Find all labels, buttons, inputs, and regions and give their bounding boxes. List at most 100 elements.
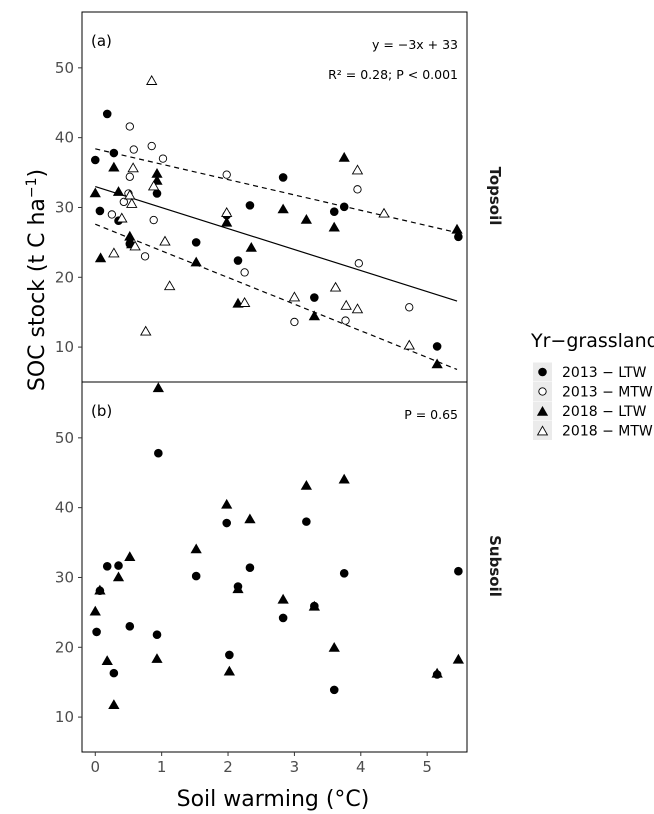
data-point	[124, 189, 136, 200]
legend-marker	[538, 367, 547, 377]
data-point	[288, 291, 301, 302]
data-point	[116, 212, 128, 223]
data-point	[340, 299, 352, 310]
data-point	[277, 203, 289, 214]
data-point	[89, 605, 101, 616]
legend-title: Yr−grassland	[530, 330, 654, 352]
data-point	[221, 498, 233, 509]
data-point	[112, 571, 125, 582]
x-axis-title: Soil warming (°C)	[177, 787, 370, 812]
data-point	[149, 215, 158, 225]
data-point	[191, 238, 201, 247]
data-point	[329, 207, 339, 216]
y-tick-label: 20	[55, 638, 74, 656]
y-tick-label: 10	[55, 338, 74, 356]
data-point	[339, 202, 349, 212]
data-point	[245, 242, 257, 252]
data-point	[95, 206, 105, 216]
legend-marker	[538, 387, 547, 396]
y-axis-title: SOC stock (t C ha−1)	[24, 169, 50, 391]
data-point	[222, 170, 231, 179]
data-point	[90, 155, 100, 165]
y-tick-label: 40	[55, 499, 74, 517]
data-point	[341, 316, 350, 325]
data-point	[353, 185, 362, 194]
data-point	[431, 667, 443, 678]
data-point	[244, 513, 256, 524]
data-point	[109, 148, 119, 158]
series-2013-MTW	[107, 122, 414, 327]
strip-label: Subsoil	[486, 535, 504, 597]
data-point	[114, 561, 123, 570]
legend-entry: 2018 − MTW	[533, 421, 653, 440]
data-point	[124, 551, 136, 561]
data-point	[152, 189, 162, 198]
data-point	[403, 339, 415, 350]
data-point	[378, 207, 390, 218]
data-point	[125, 122, 134, 131]
x-tick-label: 3	[290, 758, 300, 776]
data-point	[152, 630, 162, 640]
data-point	[329, 685, 339, 695]
panel-tag: (a)	[91, 32, 112, 50]
legend-marker	[536, 425, 549, 436]
legend-label: 2013 − LTW	[562, 365, 647, 381]
data-point	[452, 653, 464, 664]
data-point	[107, 210, 117, 219]
y-tick-label: 30	[55, 568, 74, 586]
y-tick-label: 20	[55, 268, 74, 286]
data-point	[300, 479, 312, 490]
legend-label: 2013 − MTW	[562, 385, 653, 401]
data-point	[405, 303, 414, 312]
data-point	[225, 650, 234, 660]
x-tick-label: 2	[223, 758, 233, 776]
data-point	[354, 259, 363, 268]
data-point	[451, 223, 463, 234]
strip-label: Topsoil	[486, 167, 504, 226]
y-tick-label: 50	[55, 59, 74, 77]
series-2018-LTW	[89, 151, 463, 369]
y-tick-label: 10	[55, 708, 74, 726]
data-point	[328, 641, 340, 652]
data-point	[190, 543, 202, 554]
stat-annotation: y = −3x + 33	[372, 37, 458, 52]
data-point	[158, 154, 168, 163]
legend-entry: 2018 − LTW	[533, 401, 647, 421]
data-point	[126, 197, 138, 208]
data-point	[108, 699, 120, 709]
series-2013-LTW	[90, 109, 463, 351]
x-tick-label: 5	[422, 758, 432, 776]
legend-label: 2018 − LTW	[562, 404, 647, 420]
legend-entry: 2013 − MTW	[533, 382, 653, 401]
stat-annotation: P = 0.65	[404, 407, 458, 422]
panel-border	[81, 381, 468, 753]
data-point	[329, 281, 342, 292]
data-point	[290, 317, 299, 327]
data-point	[108, 161, 120, 172]
y-axis-title-sup: −1	[24, 177, 40, 198]
y-axis-title-main: SOC stock (t C ha	[25, 198, 50, 391]
data-point	[310, 293, 319, 302]
legend-entry: 2013 − LTW	[533, 362, 647, 382]
data-point	[308, 310, 320, 321]
data-point	[112, 186, 125, 196]
data-point	[147, 180, 160, 191]
panel-subsoil: 10 20 30 40 50 (b) P = 0.65 Subsoil	[55, 381, 504, 753]
data-point	[151, 167, 163, 178]
data-point	[431, 358, 443, 369]
data-point	[221, 216, 233, 227]
data-point	[240, 268, 249, 277]
y-axis-title-close: )	[25, 169, 50, 178]
x-tick-label: 0	[91, 758, 101, 776]
data-point	[300, 213, 312, 224]
data-point	[222, 518, 232, 528]
data-point	[277, 593, 289, 604]
legend: Yr−grassland 2013 − LTW 2013 − MTW 2018 − L…	[530, 330, 654, 440]
data-point	[129, 145, 138, 154]
data-point	[108, 247, 120, 258]
data-point	[152, 382, 164, 393]
data-point	[223, 665, 235, 676]
data-point	[233, 256, 243, 265]
